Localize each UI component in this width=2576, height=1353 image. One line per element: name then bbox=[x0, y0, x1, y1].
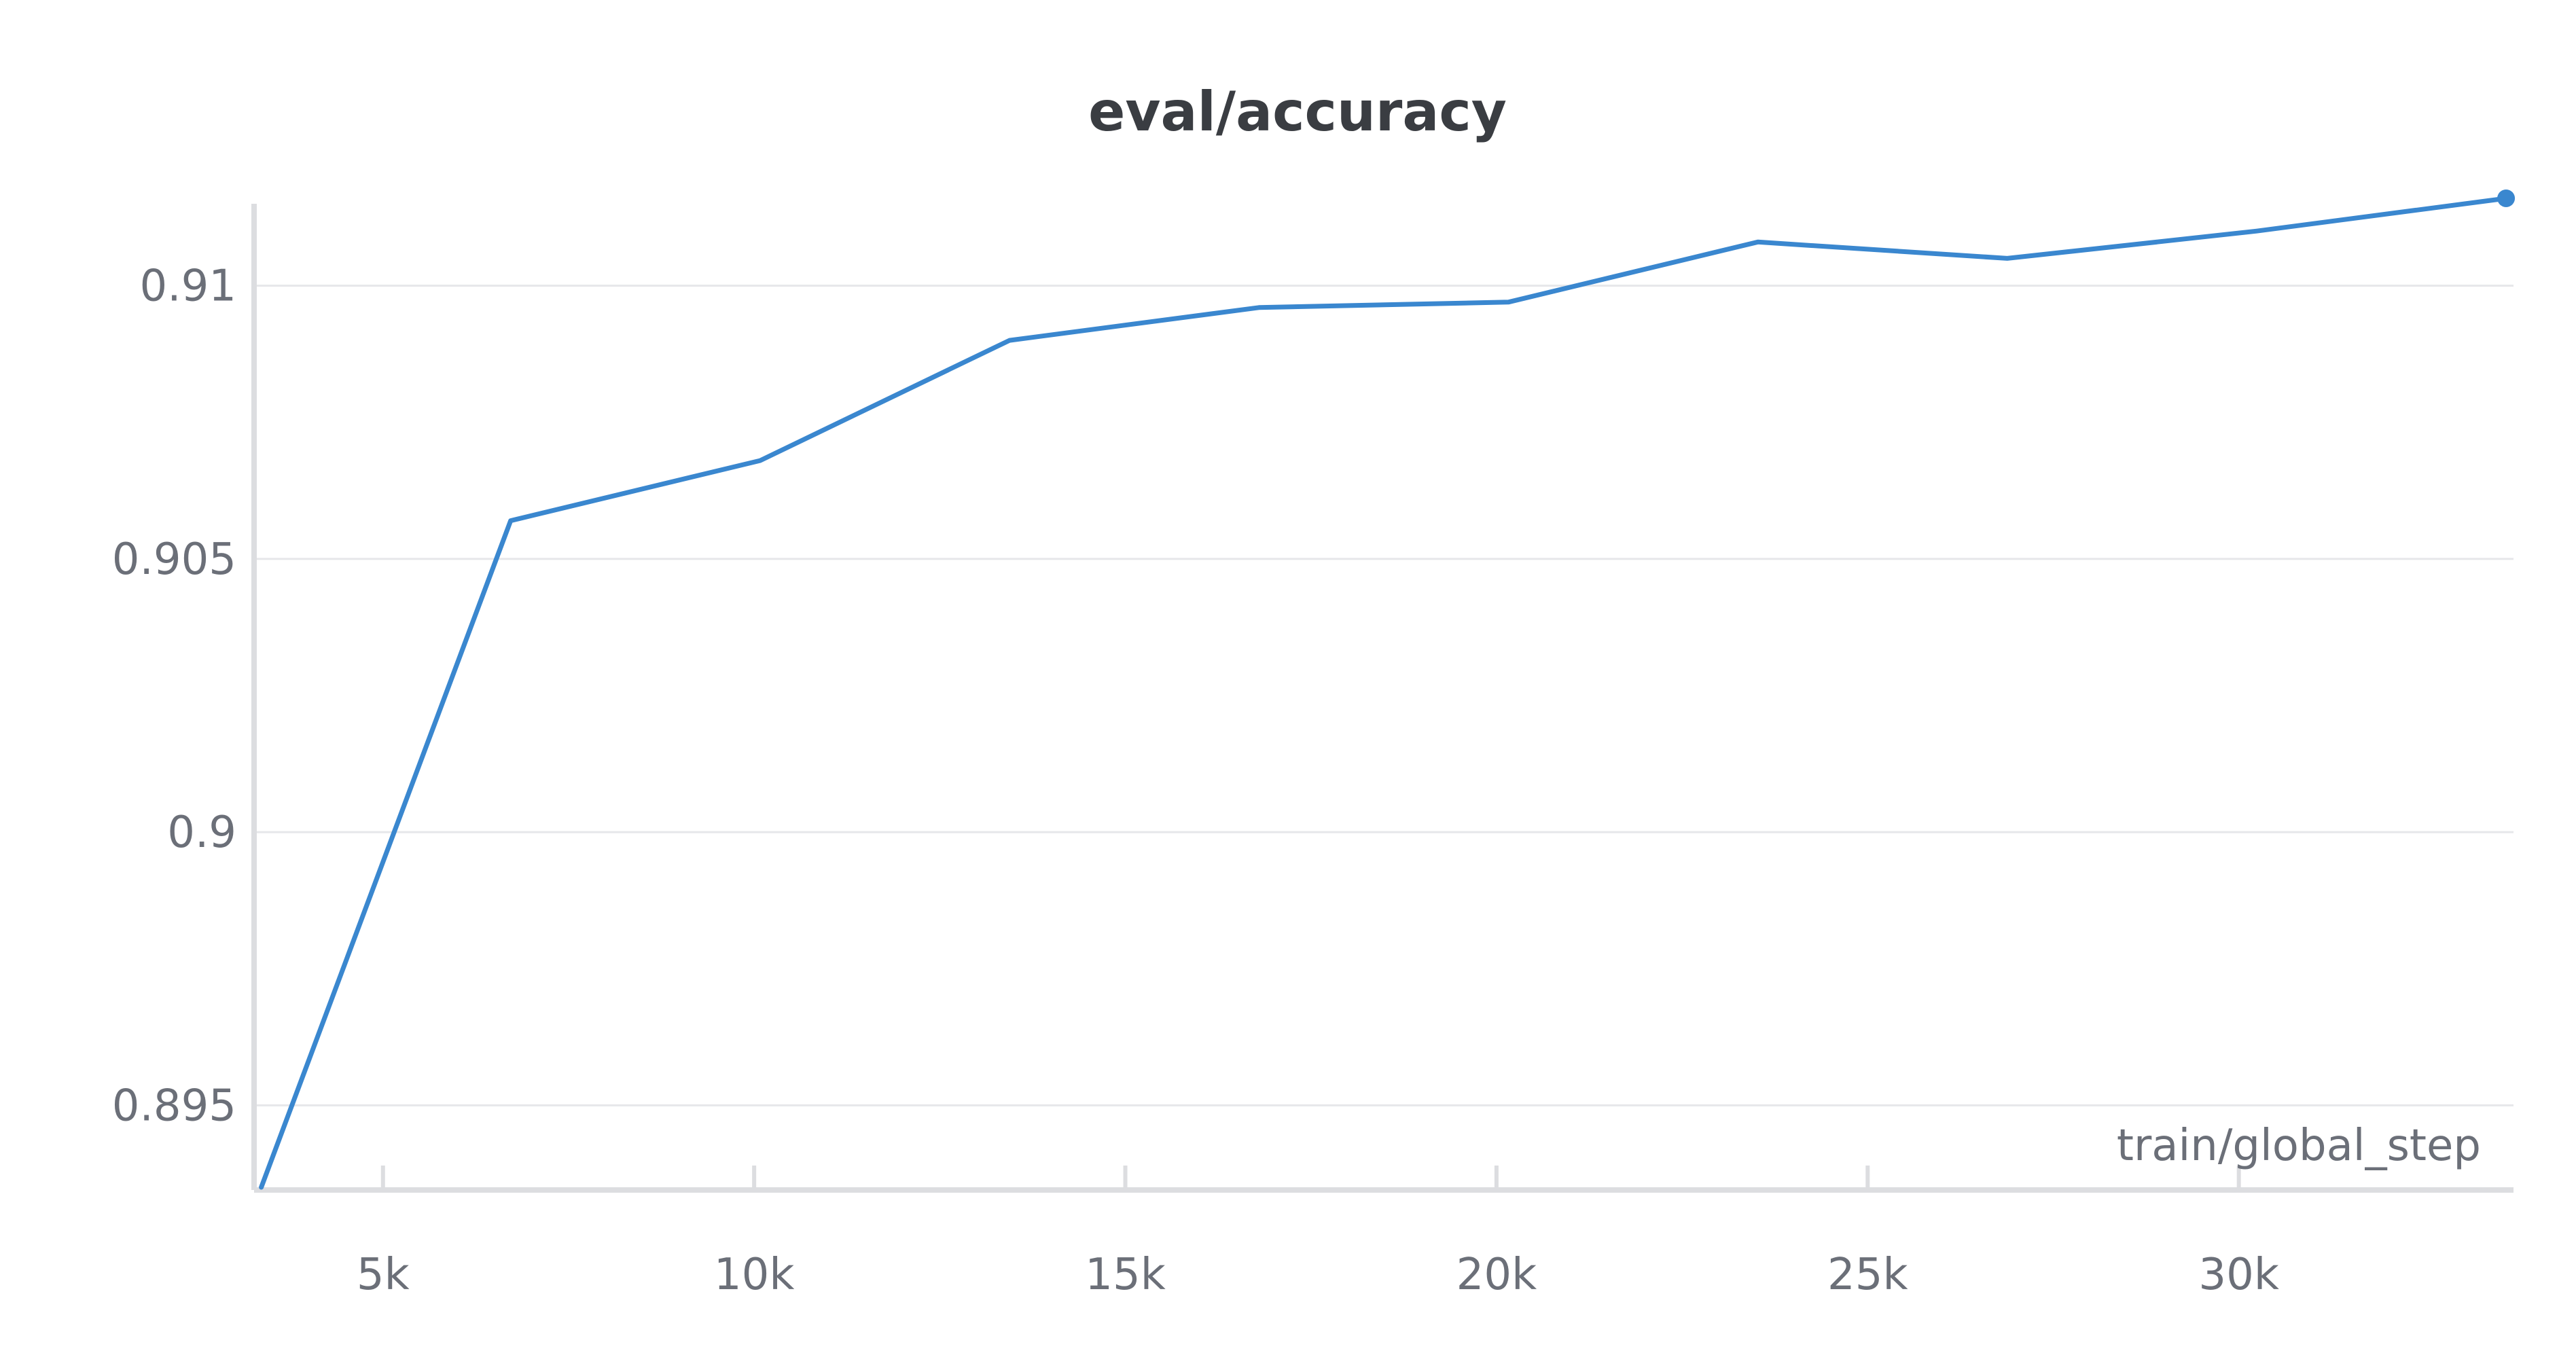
grid-layer bbox=[257, 285, 2514, 1106]
y-tick-label: 0.91 bbox=[140, 261, 237, 312]
x-tick-layer: 5k 10k 15k 20k 25k 30k bbox=[357, 1166, 2279, 1300]
y-tick-label: 0.9 bbox=[167, 808, 236, 858]
series-layer bbox=[259, 189, 2516, 1190]
x-tick-label: 30k bbox=[2198, 1250, 2279, 1300]
x-tick-label: 25k bbox=[1827, 1250, 1908, 1300]
x-tick-label: 15k bbox=[1085, 1250, 1166, 1300]
chart-title: eval/accuracy bbox=[1088, 80, 1507, 143]
x-axis-label: train/global_step bbox=[2117, 1121, 2481, 1171]
series-endpoint-marker[interactable] bbox=[2497, 189, 2516, 207]
x-tick-label: 20k bbox=[1456, 1250, 1537, 1300]
series-line bbox=[259, 196, 2509, 1190]
axis-layer bbox=[251, 204, 2514, 1193]
y-tick-label: 0.905 bbox=[112, 535, 236, 585]
x-tick-label: 10k bbox=[714, 1250, 795, 1300]
y-tick-layer: 0.895 0.9 0.905 0.91 bbox=[112, 261, 236, 1132]
y-tick-label: 0.895 bbox=[112, 1081, 236, 1131]
x-tick-label: 5k bbox=[357, 1250, 410, 1300]
